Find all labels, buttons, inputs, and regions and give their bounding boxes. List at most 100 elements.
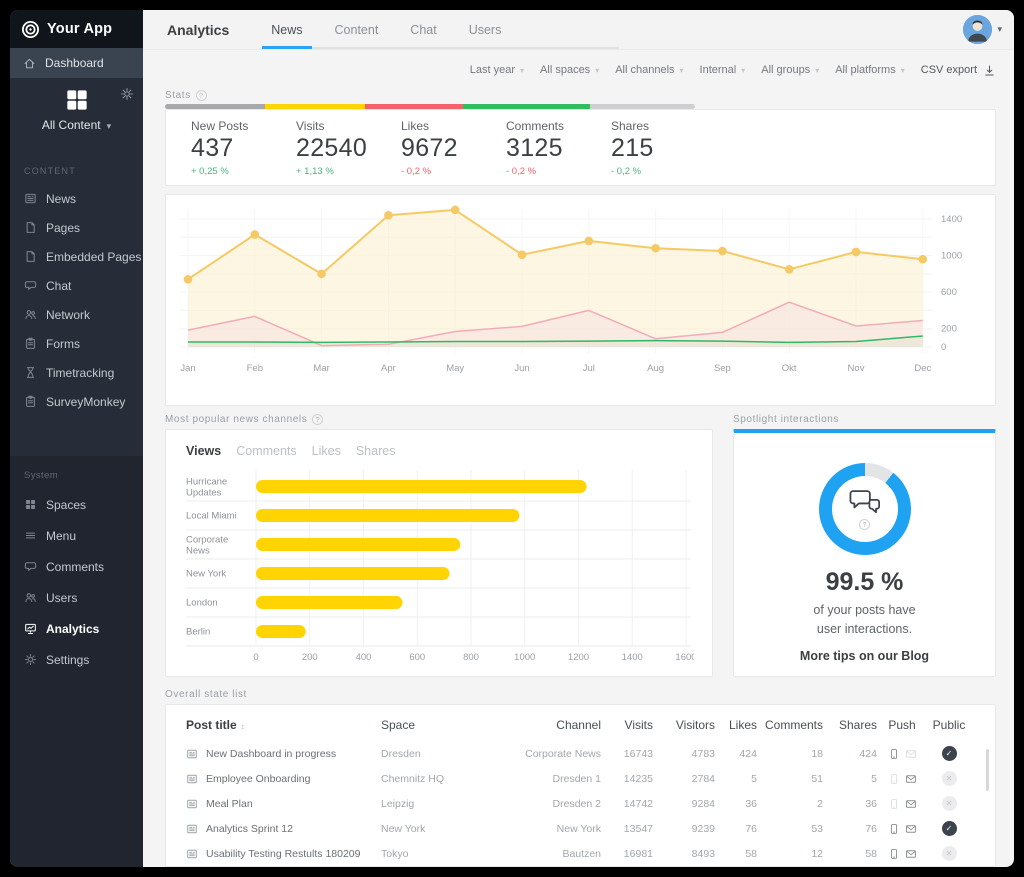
stat-delta: + 0,25 % xyxy=(191,165,229,177)
sidebar-item-analytics[interactable]: Analytics xyxy=(10,613,143,644)
mobile-push-icon[interactable] xyxy=(888,773,900,785)
column-header-space[interactable]: Space xyxy=(381,718,416,732)
gear-icon[interactable] xyxy=(120,87,134,101)
column-header-public[interactable]: Public xyxy=(932,718,966,732)
sidebar-item-label: Settings xyxy=(46,652,90,667)
svg-text:News: News xyxy=(186,546,210,557)
push-cell xyxy=(877,748,927,760)
chevron-down-icon: ▾ xyxy=(520,65,525,75)
sidebar-item-settings[interactable]: Settings xyxy=(10,644,143,675)
sidebar-item-users[interactable]: Users xyxy=(10,582,143,613)
column-header-comments[interactable]: Comments xyxy=(764,718,823,732)
filter-all-groups[interactable]: All groups ▾ xyxy=(761,64,820,76)
sidebar-item-label: Timetracking xyxy=(46,365,115,380)
mobile-push-icon[interactable] xyxy=(888,748,900,760)
table-row[interactable]: Usability Testing Restults 180209 Tokyo … xyxy=(186,841,987,866)
push-cell xyxy=(877,798,927,810)
tab-news[interactable]: News xyxy=(262,10,312,49)
table-row[interactable]: Employee Onboarding Chemnitz HQ Dresden … xyxy=(186,766,987,791)
table-row[interactable]: Meal Plan Leipzig Dresden 2 14742 9284 3… xyxy=(186,791,987,816)
public-toggle[interactable]: ✕ xyxy=(941,796,957,811)
likes-cell: 5 xyxy=(751,772,757,785)
email-push-icon[interactable] xyxy=(905,748,917,760)
help-icon[interactable]: ? xyxy=(195,90,207,101)
sidebar-item-news[interactable]: News xyxy=(10,184,143,213)
csv-export-button[interactable]: CSV export xyxy=(921,64,996,77)
table-row[interactable]: New Dashboard in progress Dresden Corpor… xyxy=(186,741,987,766)
column-header-post-title[interactable]: Post title ↕ xyxy=(186,718,245,732)
filter-last-year[interactable]: Last year ▾ xyxy=(469,64,525,76)
column-header-push[interactable]: Push xyxy=(888,718,916,732)
column-header-likes[interactable]: Likes xyxy=(728,718,757,732)
mobile-push-icon[interactable] xyxy=(888,823,900,835)
help-icon[interactable]: ? xyxy=(859,519,870,530)
tab-chat[interactable]: Chat xyxy=(410,22,437,37)
sidebar-item-comments[interactable]: Comments xyxy=(10,551,143,582)
stat-value: 215 xyxy=(611,133,654,162)
sidebar-item-dashboard[interactable]: Dashboard xyxy=(10,48,143,78)
public-toggle[interactable]: ✓ xyxy=(941,821,957,836)
post-title-cell[interactable]: Employee Onboarding xyxy=(186,773,381,785)
sidebar-item-spaces[interactable]: Spaces xyxy=(10,489,143,520)
email-push-icon[interactable] xyxy=(905,848,917,860)
sidebar-item-chat[interactable]: Chat xyxy=(10,271,143,300)
bar-tab-likes[interactable]: Likes xyxy=(311,444,341,458)
email-push-icon[interactable] xyxy=(905,798,917,810)
sidebar-item-network[interactable]: Network xyxy=(10,300,143,329)
settings-icon xyxy=(24,653,37,666)
filter-all-channels[interactable]: All channels ▾ xyxy=(615,64,684,76)
post-title-cell[interactable]: Analytics Sprint 12 xyxy=(186,823,381,835)
chevron-down-icon: ▾ xyxy=(997,24,1002,34)
visits-cell: 16981 xyxy=(623,847,653,860)
post-title-cell[interactable]: New Dashboard in progress xyxy=(186,748,381,760)
news-icon xyxy=(186,748,198,760)
sidebar-item-embedded-pages[interactable]: Embedded Pages xyxy=(10,242,143,271)
column-header-channel[interactable]: Channel xyxy=(556,718,601,732)
stat-value: 3125 xyxy=(506,133,563,162)
chevron-down-icon: ▾ xyxy=(679,65,684,75)
tab-content[interactable]: Content xyxy=(334,22,379,37)
sidebar-item-menu[interactable]: Menu xyxy=(10,520,143,551)
all-content-grid-icon[interactable] xyxy=(64,87,90,113)
help-icon[interactable]: ? xyxy=(312,414,324,425)
table-row[interactable]: Analytics Sprint 12 New York New York 13… xyxy=(186,816,987,841)
sidebar-item-surveymonkey[interactable]: SurveyMonkey xyxy=(10,387,143,416)
app-logo[interactable]: Your App xyxy=(10,10,143,48)
table-scrollbar[interactable] xyxy=(986,749,989,791)
column-header-shares[interactable]: Shares xyxy=(838,718,877,732)
sidebar-item-pages[interactable]: Pages xyxy=(10,213,143,242)
sidebar-item-timetracking[interactable]: Timetracking xyxy=(10,358,143,387)
sidebar-item-forms[interactable]: Forms xyxy=(10,329,143,358)
sidebar-item-label: Chat xyxy=(46,278,72,293)
channel-cell: Bautzen xyxy=(562,847,601,860)
public-toggle[interactable]: ✕ xyxy=(941,846,957,861)
svg-text:Jul: Jul xyxy=(583,363,595,374)
column-header-visits[interactable]: Visits xyxy=(624,718,653,732)
blog-tips-link[interactable]: More tips on our Blog xyxy=(799,648,930,663)
email-push-icon[interactable] xyxy=(905,773,917,785)
email-push-icon[interactable] xyxy=(905,823,917,835)
mobile-push-icon[interactable] xyxy=(888,798,900,810)
bar-tab-shares[interactable]: Shares xyxy=(355,444,396,458)
post-title-cell[interactable]: Meal Plan xyxy=(186,798,381,810)
column-header-visitors[interactable]: Visitors xyxy=(675,718,715,732)
timeline-chart-panel: 1400 1000 600 200 0 Jan Feb Mar Apr May Jun Jul Aug S… xyxy=(165,194,996,406)
all-content-selector[interactable]: All Content ▾ xyxy=(41,118,112,132)
filter-all-platforms[interactable]: All platforms ▾ xyxy=(835,64,905,76)
public-toggle[interactable]: ✓ xyxy=(941,746,957,761)
bar-tab-views[interactable]: Views xyxy=(186,444,222,458)
mobile-push-icon[interactable] xyxy=(888,848,900,860)
tab-users[interactable]: Users xyxy=(468,22,502,37)
avatar[interactable] xyxy=(963,15,993,44)
shares-cell: 76 xyxy=(865,822,877,835)
bar-tab-comments[interactable]: Comments xyxy=(236,444,297,458)
stat-value: 22540 xyxy=(296,133,368,162)
post-title-cell[interactable]: Usability Testing Restults 180209 xyxy=(186,848,381,860)
filter-all-spaces[interactable]: All spaces ▾ xyxy=(540,64,600,76)
user-menu[interactable]: ▾ xyxy=(963,15,1002,44)
donut-center: ? xyxy=(831,476,898,542)
public-toggle[interactable]: ✕ xyxy=(941,771,957,786)
filter-internal[interactable]: Internal ▾ xyxy=(699,64,746,76)
bar-chart: Hurricane Updates Local Miami Corporate News… xyxy=(186,468,694,664)
sort-icon[interactable]: ↕ xyxy=(240,722,245,731)
